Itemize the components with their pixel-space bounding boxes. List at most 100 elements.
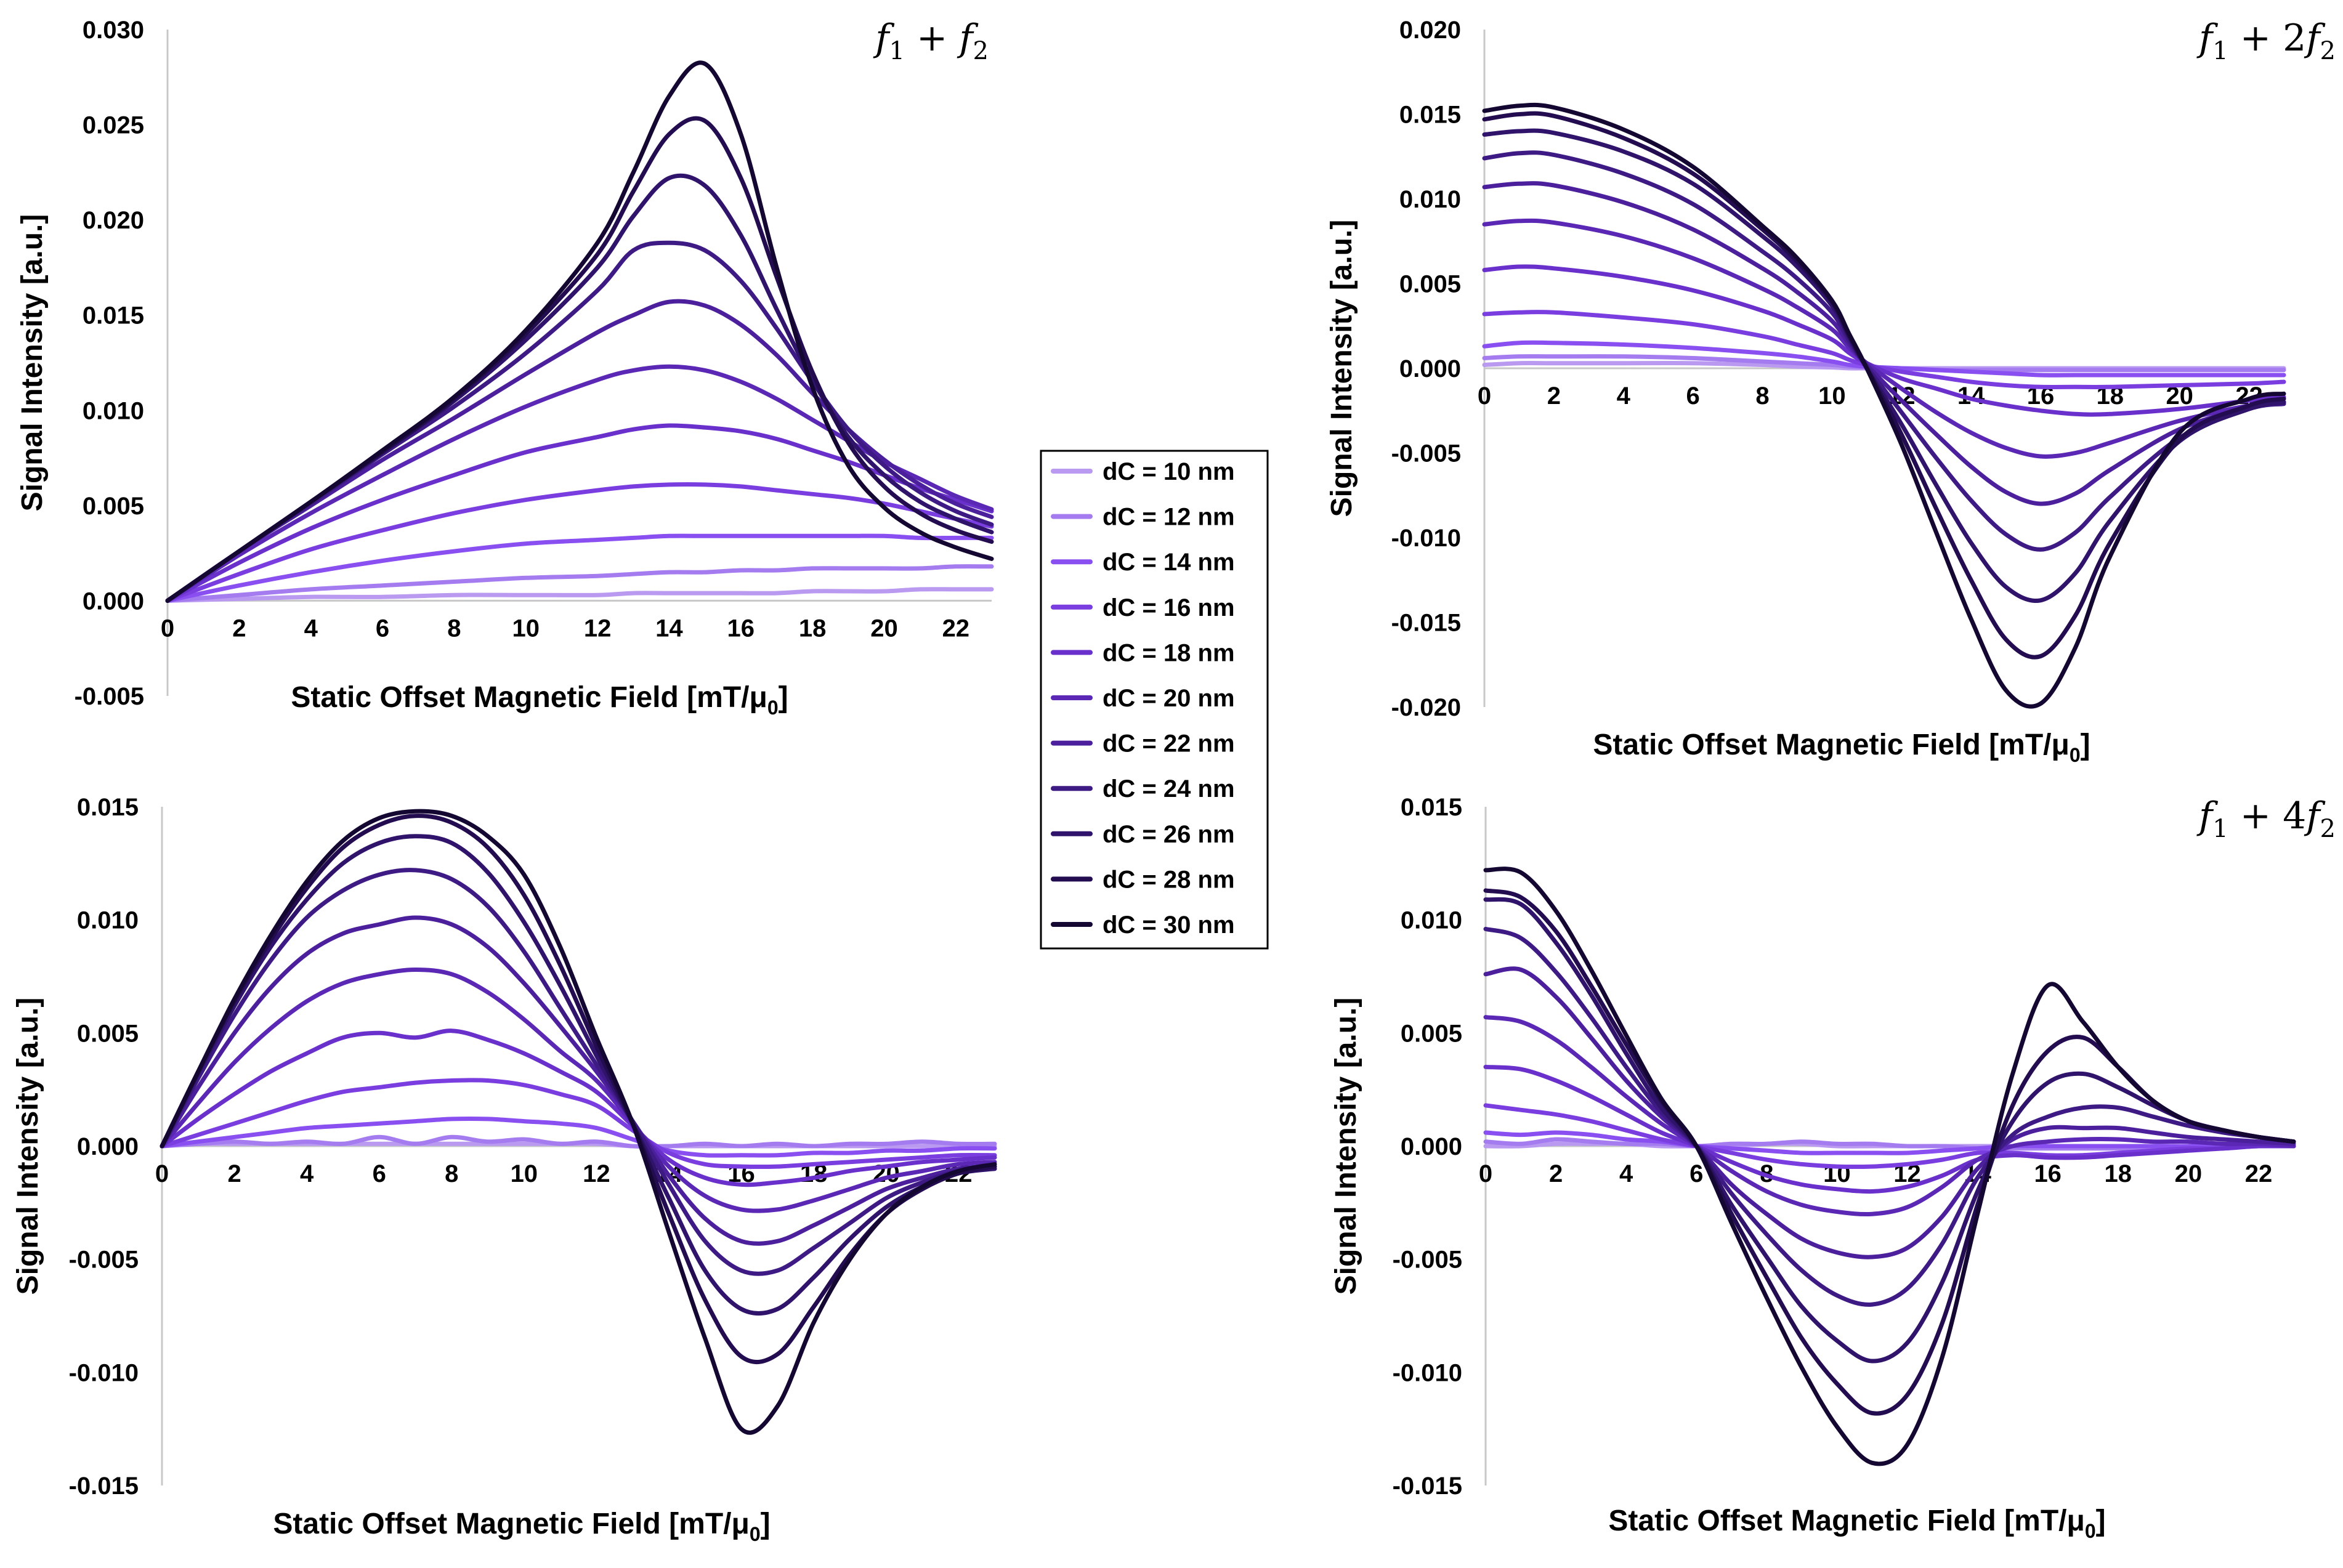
- x-tick-label: 20: [870, 615, 898, 642]
- y-tick-label: -0.005: [75, 683, 144, 710]
- legend-label: dC = 24 nm: [1103, 775, 1235, 802]
- y-tick-label: 0.010: [77, 907, 139, 934]
- x-tick-label: 6: [1689, 1160, 1703, 1187]
- series-line-22nm: [160, 915, 997, 1246]
- x-tick-label: 2: [1547, 382, 1561, 410]
- x-tick-label: 8: [447, 615, 461, 642]
- panel-title: f1 + 4f2: [2196, 794, 2336, 843]
- panel-title: f1 + 2f2: [2196, 17, 2336, 65]
- series-line-28nm: [1482, 111, 2286, 660]
- series-line-20nm: [1482, 218, 2286, 459]
- y-tick-label: 0.000: [1401, 1133, 1462, 1160]
- x-tick-label: 0: [1478, 382, 1491, 410]
- chart-panel-4: -0.015 -0.010 -0.005 0.000 0.005 0.010 0.015 0 2…: [1330, 794, 2336, 1542]
- legend-label: dC = 28 nm: [1103, 866, 1235, 893]
- series-line-18nm: [1483, 1064, 2296, 1194]
- series-line-24nm: [1482, 150, 2286, 552]
- legend: dC = 10 nm dC = 12 nm dC = 14 nm dC = 16 nm…: [1040, 450, 1269, 950]
- x-tick-label: 6: [376, 615, 389, 642]
- x-tick-label: 22: [942, 615, 970, 642]
- x-tick-label: 16: [727, 615, 755, 642]
- x-tick-label: 18: [2105, 1160, 2132, 1187]
- x-tick-label: 4: [300, 1160, 314, 1187]
- x-tick-label: 8: [445, 1160, 458, 1187]
- legend-label: dC = 22 nm: [1103, 730, 1235, 758]
- y-axis-label: Signal Intensity [a.u.]: [1325, 220, 1358, 517]
- y-tick-label: 0.015: [83, 302, 144, 329]
- x-tick-label: 22: [2245, 1160, 2273, 1187]
- series-line-22nm: [165, 299, 994, 603]
- series-line-30nm: [160, 809, 997, 1435]
- series-line-22nm: [1483, 966, 2296, 1259]
- series-line-20nm: [1483, 1015, 2296, 1216]
- y-tick-label: -0.010: [1391, 525, 1461, 552]
- series-line-26nm: [1483, 897, 2296, 1364]
- y-tick-label: -0.005: [1393, 1247, 1462, 1274]
- chart-panel-1: -0.005 0.000 0.005 0.010 0.015 0.020 0.025 0.03…: [16, 17, 994, 719]
- legend-label: dC = 16 nm: [1103, 594, 1235, 621]
- y-tick-label: -0.010: [69, 1359, 139, 1386]
- legend-label: dC = 30 nm: [1103, 911, 1235, 939]
- y-tick-label: 0.010: [1399, 186, 1461, 213]
- series-line-12nm: [160, 1134, 997, 1149]
- series-line-24nm: [165, 240, 994, 603]
- x-tick-label: 20: [2175, 1160, 2203, 1187]
- series-line-18nm: [160, 1028, 997, 1187]
- y-tick-label: -0.010: [1393, 1359, 1462, 1386]
- y-tick-label: 0.020: [83, 207, 144, 234]
- x-tick-label: 2: [1549, 1160, 1563, 1187]
- x-tick-label: 10: [1818, 382, 1846, 410]
- y-tick-label: 0.025: [83, 112, 144, 139]
- y-tick-label: -0.015: [1393, 1473, 1462, 1500]
- chart-panel-3: -0.015 -0.010 -0.005 0.000 0.005 0.010 0.015 0 2…: [12, 794, 997, 1545]
- y-axis-label: Signal Intensity [a.u.]: [12, 998, 44, 1295]
- x-tick-label: 6: [1686, 382, 1699, 410]
- y-tick-label: 0.000: [83, 588, 144, 615]
- series-line-24nm: [160, 868, 997, 1276]
- series-line-26nm: [1482, 128, 2286, 604]
- legend-label: dC = 20 nm: [1103, 685, 1235, 712]
- y-axis-label: Signal Intensity [a.u.]: [16, 214, 49, 512]
- series-line-10nm: [165, 587, 994, 603]
- series-line-14nm: [160, 1116, 997, 1158]
- x-tick-label: 2: [232, 615, 246, 642]
- y-tick-label: -0.005: [69, 1247, 139, 1274]
- y-tick-label: 0.015: [1399, 102, 1461, 129]
- y-tick-label: 0.015: [77, 794, 139, 821]
- series-line-16nm: [160, 1078, 997, 1170]
- series-line-12nm: [165, 564, 994, 603]
- y-tick-label: -0.020: [1391, 694, 1461, 721]
- x-tick-label: 2: [227, 1160, 241, 1187]
- x-tick-label: 0: [161, 615, 174, 642]
- x-tick-label: 4: [1619, 1160, 1633, 1187]
- series-line-14nm: [1483, 1130, 2296, 1155]
- y-tick-label: 0.030: [83, 17, 144, 44]
- y-tick-label: 0.005: [77, 1020, 139, 1047]
- series-line-14nm: [165, 533, 994, 603]
- y-tick-label: -0.005: [1391, 440, 1461, 467]
- y-tick-label: -0.015: [1391, 610, 1461, 637]
- x-tick-label: 12: [583, 1160, 610, 1187]
- y-tick-label: 0.005: [1399, 271, 1461, 298]
- legend-label: dC = 18 nm: [1103, 639, 1235, 666]
- x-axis-label: Static Offset Magnetic Field [mT/μ0]: [1593, 729, 2090, 766]
- legend-label: dC = 10 nm: [1103, 458, 1235, 485]
- x-tick-label: 14: [655, 615, 683, 642]
- x-tick-label: 6: [373, 1160, 386, 1187]
- y-tick-label: 0.015: [1401, 794, 1462, 821]
- legend-label: dC = 14 nm: [1103, 549, 1235, 576]
- x-tick-label: 10: [512, 615, 540, 642]
- y-axis-label: Signal Intensity [a.u.]: [1330, 998, 1362, 1295]
- x-axis-label: Static Offset Magnetic Field [mT/μ0]: [291, 681, 788, 719]
- y-tick-label: 0.005: [83, 493, 144, 520]
- y-tick-label: 0.005: [1401, 1020, 1462, 1047]
- series-line-30nm: [165, 60, 994, 603]
- x-tick-label: 4: [304, 615, 318, 642]
- series-line-22nm: [1482, 181, 2286, 506]
- x-tick-label: 0: [155, 1160, 169, 1187]
- series-line-18nm: [1482, 264, 2286, 417]
- x-tick-label: 18: [799, 615, 827, 642]
- series-line-16nm: [1483, 1103, 2296, 1170]
- x-tick-label: 8: [1755, 382, 1769, 410]
